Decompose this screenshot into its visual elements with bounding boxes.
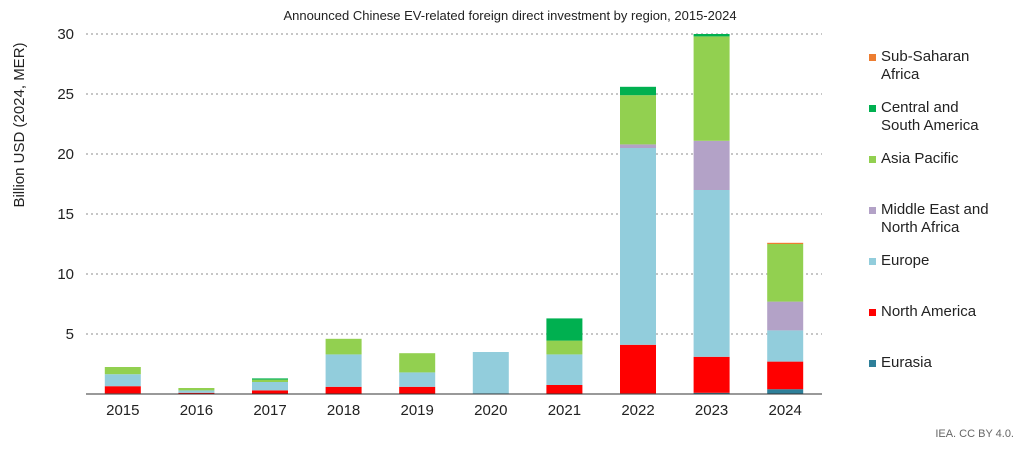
bar-segment [767,244,804,302]
legend-label: Asia Pacific [881,150,959,167]
legend-swatch [869,309,876,316]
bar-segment [620,148,656,345]
bar-segment [252,378,288,380]
bar-segment [178,390,215,393]
legend-label: Middle East and North Africa [881,201,989,236]
bar-segment [252,390,288,394]
bar-segment [325,338,362,355]
y-tick-label: 20 [57,146,74,163]
y-tick-label: 25 [57,86,74,103]
y-tick-label: 30 [57,26,74,43]
bar-segment [399,353,436,373]
legend-swatch [869,105,876,112]
bar-segment [546,354,583,385]
bar-segment [399,372,436,387]
bar-segment [472,352,509,394]
bar-segment [767,301,804,331]
bar-segment [693,36,730,141]
bar-segment [325,386,362,394]
x-tick-label: 2024 [769,402,802,419]
bar-segment [693,34,730,37]
bar-segment [325,354,362,387]
x-tick-label: 2022 [621,402,654,419]
x-tick-label: 2017 [253,402,286,419]
bar-segment [104,374,141,387]
bar-segment [546,318,583,341]
legend-swatch [869,258,876,265]
source-credit: IEA. CC BY 4.0. [935,428,1014,440]
y-tick-label: 15 [57,206,74,223]
bar-segment [104,386,141,394]
bar-segment [252,379,288,382]
bar-segment [104,367,141,375]
y-axis-ticks: 5 10 15 20 25 30 [57,26,74,343]
bar-segment [693,190,730,357]
bar-segment [178,392,215,394]
legend-swatch [869,360,876,367]
legend-swatch [869,54,876,61]
legend: Sub-Saharan Africa Central and South Americ… [869,48,989,371]
x-tick-label: 2021 [548,402,581,419]
x-tick-label: 2018 [327,402,360,419]
bar-segment [620,144,656,148]
y-tick-label: 5 [66,326,74,343]
legend-label: Central and South America [881,99,979,134]
bar-segment [767,330,804,362]
bar-segment [767,242,804,244]
legend-swatch [869,156,876,163]
bar-segment [546,385,583,394]
chart-title: Announced Chinese EV-related foreign dir… [283,8,736,23]
x-tick-label: 2023 [695,402,728,419]
bar-segment [693,140,730,190]
bar-segment [546,340,583,355]
bar-segment [693,356,730,393]
bar-segment [620,86,656,96]
legend-label: North America [881,303,977,320]
y-tick-label: 10 [57,266,74,283]
bar-segment [399,386,436,394]
bar-segment [178,388,215,391]
x-axis-ticks: 2015 2016 2017 2018 2019 2020 2021 2022 2023 2024 [106,402,802,419]
x-tick-label: 2015 [106,402,139,419]
x-tick-label: 2019 [401,402,434,419]
bar-segment [693,392,730,394]
y-axis-label: Billion USD (2024, MER) [11,42,28,207]
legend-label: Eurasia [881,354,933,371]
bar-segment [620,95,656,145]
legend-label: Sub-Saharan Africa [881,48,969,83]
bar-segment [620,344,656,394]
bar-segment [767,389,804,394]
bar-segment [767,361,804,390]
x-tick-label: 2016 [180,402,213,419]
legend-swatch [869,207,876,214]
bar-segment [252,382,288,391]
x-tick-label: 2020 [474,402,507,419]
bars [104,34,804,394]
legend-label: Europe [881,252,929,269]
